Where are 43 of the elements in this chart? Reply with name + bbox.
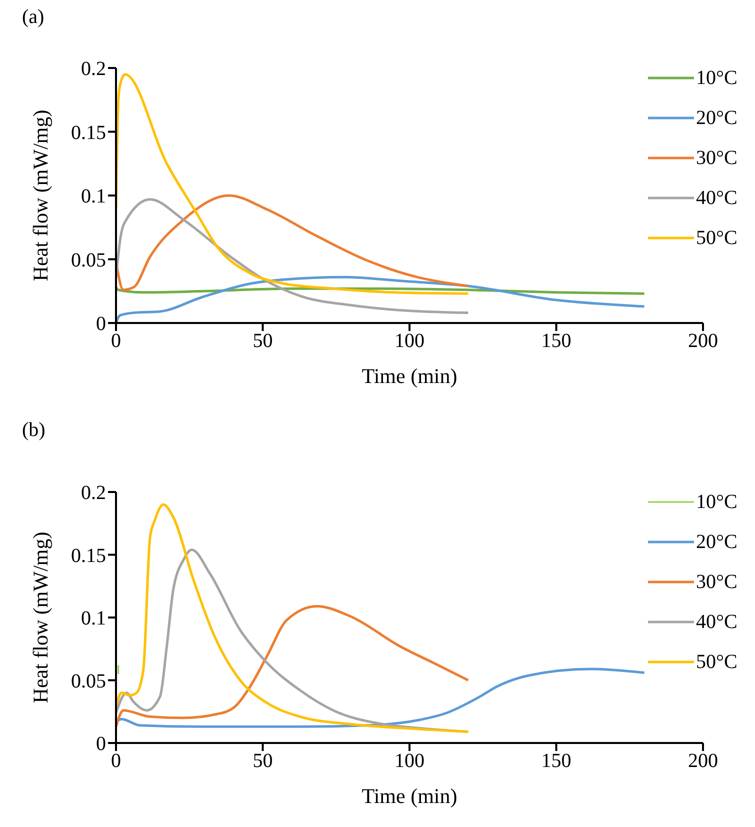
chart-title: (a)	[22, 6, 44, 29]
y-tick-label: 0.1	[81, 186, 106, 208]
y-axis-title: Heat flow (mW/mg)	[28, 532, 52, 704]
x-tick-label: 200	[688, 330, 718, 352]
line-series	[116, 276, 646, 323]
y-tick-label: 0.2	[81, 58, 106, 80]
legend-label: 20°C	[696, 530, 738, 554]
legend-label: 40°C	[696, 610, 738, 634]
y-tick-label: 0.15	[71, 544, 106, 567]
y-tick-label: 0.1	[81, 608, 106, 630]
x-tick-label: 150	[541, 750, 572, 772]
line-series	[116, 73, 470, 295]
line-series	[116, 194, 470, 292]
x-tick-label: 150	[541, 330, 572, 352]
x-axis-title: Time (min)	[362, 784, 458, 808]
x-tick-label: 200	[688, 750, 718, 772]
y-axis-title: Heat flow (mW/mg)	[28, 110, 52, 282]
legend-label: 10°C	[696, 490, 738, 514]
legend-label: 50°C	[696, 650, 738, 674]
legend-label: 50°C	[696, 226, 738, 250]
y-tick-label: 0	[96, 313, 106, 336]
line-series	[116, 198, 470, 314]
legend-label: 20°C	[696, 106, 738, 130]
y-tick-label: 0.15	[71, 122, 106, 144]
legend-label: 40°C	[696, 186, 738, 210]
x-tick-label: 100	[394, 330, 424, 352]
x-tick-label: 100	[394, 750, 424, 772]
x-tick-label: 50	[252, 330, 273, 352]
chart-title: (b)	[22, 419, 46, 442]
line-series	[116, 604, 470, 728]
y-tick-label: 0.05	[71, 249, 106, 272]
x-axis-title: Time (min)	[362, 364, 458, 388]
x-tick-label: 0	[111, 330, 121, 352]
legend-label: 30°C	[696, 146, 738, 170]
x-tick-label: 0	[111, 750, 121, 772]
line-series	[116, 503, 470, 733]
legend-label: 30°C	[696, 570, 738, 594]
y-tick-label: 0.2	[81, 482, 106, 504]
y-tick-label: 0.05	[71, 670, 106, 692]
y-tick-label: 0	[96, 733, 106, 756]
x-tick-label: 50	[252, 750, 273, 772]
legend-label: 10°C	[696, 66, 738, 90]
line-series	[116, 668, 646, 728]
